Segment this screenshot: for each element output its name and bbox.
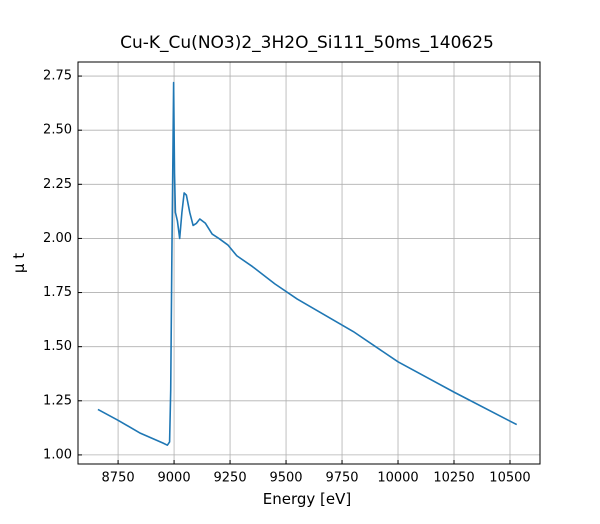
y-tick-label: 1.00 (43, 447, 72, 462)
x-tick-label: 10250 (433, 471, 474, 486)
y-axis-label: μ t (10, 253, 28, 273)
x-axis-label: Energy [eV] (263, 490, 351, 508)
x-tick-label: 8750 (102, 471, 135, 486)
x-tick-label: 9000 (158, 471, 191, 486)
x-tick-label: 9500 (269, 471, 302, 486)
x-tick-label: 9750 (325, 471, 358, 486)
plot-frame (77, 61, 541, 465)
y-tick-label: 2.75 (43, 69, 72, 84)
x-tick-label: 9250 (214, 471, 247, 486)
y-tick-label: 1.50 (43, 339, 72, 354)
y-tick-label: 1.25 (43, 393, 72, 408)
y-tick-label: 2.50 (43, 123, 72, 138)
y-tick-label: 1.75 (43, 285, 72, 300)
x-tick-label: 10000 (377, 471, 418, 486)
x-tick-label: 10500 (489, 471, 530, 486)
chart-title: Cu-K_Cu(NO3)2_3H2O_Si111_50ms_140625 (120, 33, 494, 53)
data-line (97, 81, 518, 446)
y-tick-label: 2.00 (43, 231, 72, 246)
y-tick-label: 2.25 (43, 177, 72, 192)
